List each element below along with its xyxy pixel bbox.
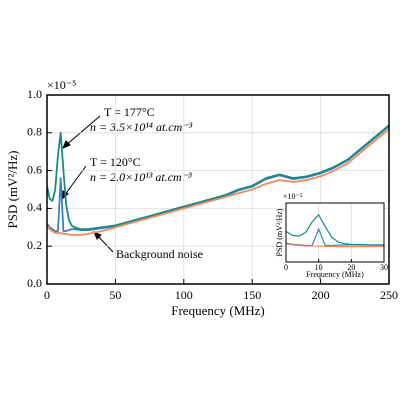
y-multiplier: ×10⁻⁵ (47, 78, 76, 92)
arrow-head (62, 140, 71, 149)
x-tick-label: 0 (44, 288, 50, 302)
arrows (61, 115, 114, 253)
axes-frame (285, 202, 385, 263)
y-multiplier: ×10⁻⁵ (283, 192, 303, 201)
annotation: n = 3.5×10¹⁴ at.cm⁻³ (90, 120, 193, 134)
x-tick-label: 200 (312, 288, 330, 302)
y-axis-label: PSD (mV²/Hz) (5, 151, 20, 229)
inset-background (286, 203, 384, 262)
y-axis-label: PSD (mV²/Hz) (275, 208, 284, 256)
y-tick-label: 0.4 (27, 200, 42, 214)
x-tick-label: 250 (380, 288, 398, 302)
x-tick-label: 100 (175, 288, 193, 302)
series-line (47, 124, 389, 231)
x-tick-label: 50 (109, 288, 121, 302)
x-tick-label: 20 (347, 263, 355, 272)
y-tick-label: 0.0 (27, 276, 42, 290)
x-axis-label: Frequency (MHz) (171, 303, 265, 318)
x-tick-label: 10 (315, 263, 323, 272)
y-tick-label: 0.8 (27, 125, 42, 139)
x-tick-label: 30 (380, 263, 388, 272)
series-line (286, 243, 384, 248)
y-tick-label: 0.2 (27, 238, 42, 252)
series-line (47, 128, 389, 236)
annotation: n = 2.0×10¹³ at.cm⁻³ (90, 170, 192, 184)
arrow (64, 115, 101, 147)
x-tick-label: 150 (243, 288, 261, 302)
x-axis-label: Frequency (MHz) (306, 270, 364, 279)
axes-frame (46, 94, 390, 285)
y-tick-label: 1.0 (27, 87, 42, 101)
x-tick-label: 0 (284, 263, 288, 272)
series-line (47, 125, 389, 232)
annotation: T = 177°C (104, 105, 155, 119)
y-tick-label: 0.6 (27, 162, 42, 176)
arrow-head (93, 231, 102, 240)
series-line (286, 214, 384, 246)
annotation: Background noise (116, 247, 203, 261)
